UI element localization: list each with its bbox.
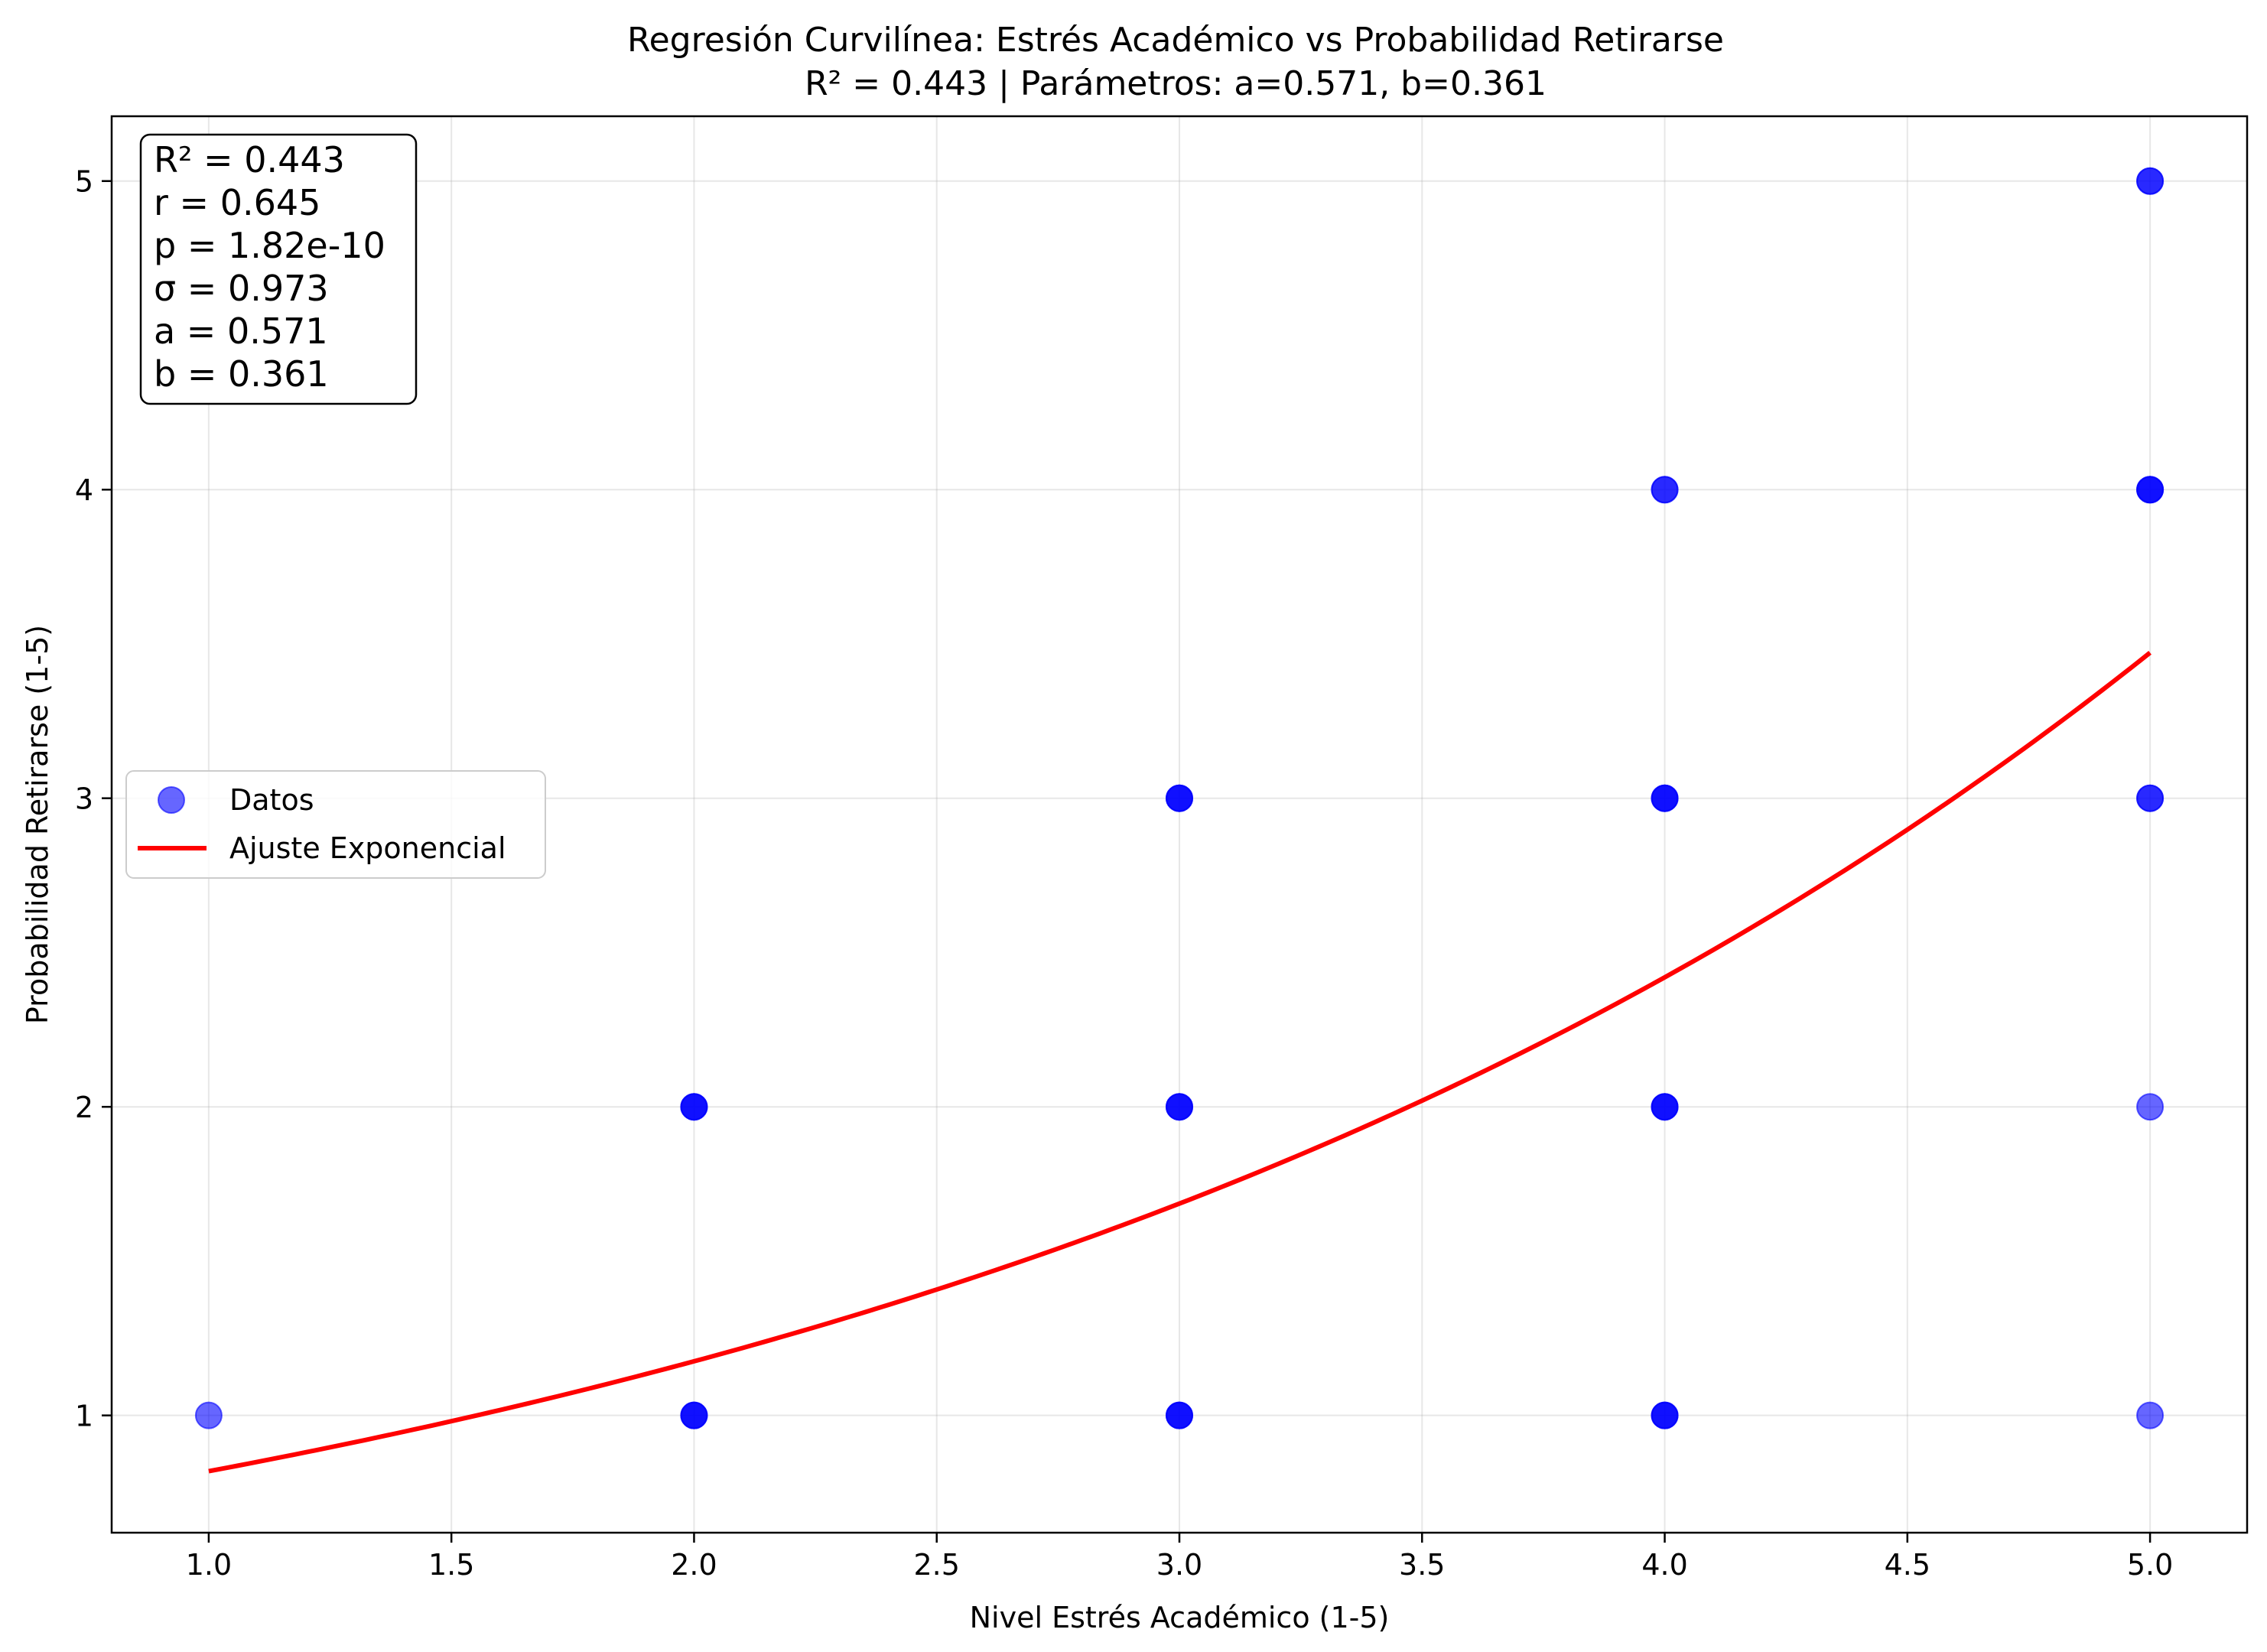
- x-tick-label: 4.0: [1641, 1548, 1687, 1582]
- x-axis-ticks: 1.0 1.5 2.0 2.5 3.0 3.5 4.0 4.5 5.0: [186, 1533, 2173, 1582]
- y-tick-label: 2: [75, 1091, 93, 1124]
- x-tick-label: 2.5: [914, 1548, 960, 1582]
- points-layer: [194, 167, 2165, 1429]
- data-point: [2136, 476, 2165, 504]
- data-point: [2136, 784, 2165, 812]
- x-tick-label: 4.5: [1885, 1548, 1930, 1582]
- data-point: [680, 1093, 708, 1121]
- x-tick-label: 1.5: [428, 1548, 474, 1582]
- stats-box: R² = 0.443 r = 0.645 p = 1.82e-10 σ = 0.…: [139, 133, 418, 405]
- legend: Datos Ajuste Exponencial: [125, 770, 546, 879]
- data-point: [1166, 784, 1193, 812]
- chart-title: Regresión Curvilínea: Estrés Académico v…: [627, 21, 1724, 60]
- y-tick-label: 4: [75, 473, 93, 507]
- data-point: [1651, 476, 1679, 504]
- data-point: [680, 1401, 708, 1429]
- legend-label-datos: Datos: [229, 783, 314, 817]
- legend-marker-datos: [158, 786, 185, 814]
- x-tick-label: 3.5: [1399, 1548, 1445, 1582]
- stats-p: p = 1.82e-10: [154, 225, 385, 266]
- data-point: [1651, 1093, 1679, 1121]
- fit-curve-line: [208, 651, 2152, 1474]
- data-point: [2136, 1093, 2165, 1121]
- legend-frame: [125, 770, 546, 879]
- data-point: [1166, 1401, 1193, 1429]
- chart-subtitle: R² = 0.443 | Parámetros: a=0.571, b=0.36…: [805, 64, 1547, 103]
- stats-sigma: σ = 0.973: [154, 268, 329, 309]
- x-axis-label: Nivel Estrés Académico (1-5): [970, 1601, 1390, 1634]
- y-tick-label: 5: [75, 165, 93, 199]
- x-tick-label: 3.0: [1156, 1548, 1202, 1582]
- data-point: [1651, 1401, 1679, 1429]
- data-point: [1166, 1093, 1193, 1121]
- stats-a: a = 0.571: [154, 311, 328, 352]
- x-tick-label: 1.0: [186, 1548, 232, 1582]
- y-axis-label: Probabilidad Retirarse (1-5): [21, 625, 54, 1024]
- stats-box-frame: [139, 133, 418, 405]
- data-point: [2136, 167, 2165, 195]
- data-point: [2136, 1401, 2165, 1429]
- stats-r: r = 0.645: [154, 182, 320, 223]
- data-point: [194, 1401, 223, 1429]
- stats-b: b = 0.361: [154, 353, 329, 395]
- x-tick-label: 2.0: [671, 1548, 717, 1582]
- y-tick-label: 1: [75, 1400, 93, 1433]
- data-point: [1651, 784, 1679, 812]
- legend-label-ajuste: Ajuste Exponencial: [229, 831, 506, 865]
- stats-r2: R² = 0.443: [154, 139, 345, 180]
- curve-layer: [208, 651, 2152, 1474]
- x-tick-label: 5.0: [2127, 1548, 2173, 1582]
- y-tick-label: 3: [75, 782, 93, 816]
- y-axis-ticks: 1 2 3 4 5: [75, 165, 112, 1433]
